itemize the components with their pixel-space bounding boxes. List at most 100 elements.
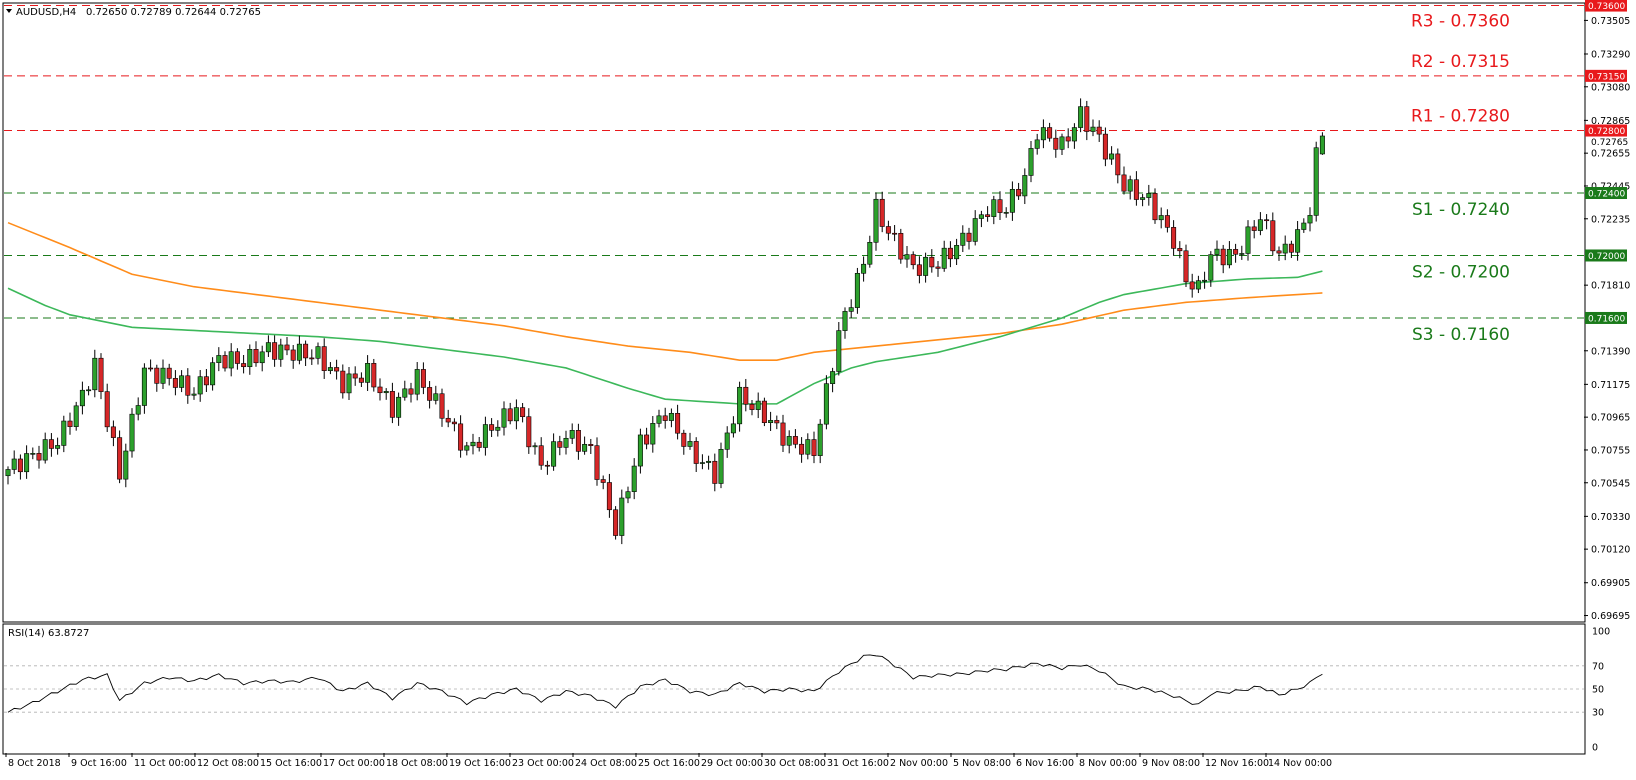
candle-body-83 — [520, 407, 526, 418]
candle-body-24 — [154, 367, 160, 384]
candle-body-26 — [166, 367, 172, 379]
candle-body-66 — [414, 369, 420, 395]
main-panel-frame — [2, 2, 1586, 623]
candle-body-55 — [346, 373, 352, 394]
symbol-label: AUDUSD,H4 — [16, 7, 76, 18]
candle-body-124 — [774, 420, 780, 424]
candle-body-81 — [507, 408, 513, 422]
level-label-4: S2 - 0.7200 — [1412, 262, 1510, 282]
level-lines — [4, 5, 1584, 319]
candle-body-102 — [637, 434, 643, 467]
price-tick-2: 0.73080 — [1591, 82, 1630, 93]
candle-body-65 — [408, 388, 414, 395]
price-tick-11: 0.70755 — [1591, 445, 1630, 456]
level-labels: R3 - 0.7360 R2 - 0.7315 R1 - 0.7280 S1 - 0.… — [1411, 12, 1510, 345]
candle-body-29 — [185, 375, 191, 396]
candle-body-129 — [805, 439, 811, 455]
candle-body-53 — [334, 367, 340, 372]
candle-body-147 — [916, 264, 922, 276]
candle-body-82 — [513, 407, 519, 422]
candle-body-34 — [216, 355, 222, 363]
candle-body-143 — [892, 232, 898, 235]
time-tick-20: 14 Nov 00:00 — [1268, 758, 1332, 769]
price-tag-bg-5 — [1585, 311, 1627, 324]
candle-body-52 — [327, 367, 333, 371]
candle-body-170 — [1059, 136, 1065, 150]
current-price-tag: 0.72765 — [1591, 138, 1628, 148]
candle-body-167 — [1040, 127, 1046, 141]
candle-body-3 — [24, 453, 30, 473]
rsi-tick-0: 100 — [1592, 627, 1610, 638]
candle-body-207 — [1288, 243, 1294, 253]
candle-body-84 — [526, 416, 532, 448]
candle-body-117 — [730, 423, 736, 434]
chart-menu-icon[interactable] — [6, 9, 12, 13]
candle-body-69 — [433, 393, 439, 401]
time-tick-15: 5 Nov 08:00 — [953, 758, 1011, 769]
candle-body-161 — [1003, 212, 1009, 214]
ma-fast-line — [7, 270, 1323, 405]
candle-body-57 — [358, 377, 364, 383]
candle-body-16 — [104, 391, 110, 428]
candle-body-165 — [1028, 148, 1034, 176]
candle-body-112 — [699, 462, 705, 464]
candle-body-73 — [458, 423, 464, 451]
candle-body-146 — [910, 254, 916, 266]
candle-body-63 — [396, 396, 402, 418]
candle-body-195 — [1214, 248, 1220, 255]
candle-body-134 — [836, 330, 842, 372]
price-tick-8: 0.71390 — [1591, 346, 1630, 357]
candle-body-116 — [724, 432, 730, 450]
candle-body-191 — [1189, 281, 1195, 290]
candle-body-1 — [11, 458, 17, 470]
candle-body-105 — [656, 415, 662, 424]
candle-body-169 — [1053, 137, 1059, 150]
candle-body-79 — [495, 426, 501, 431]
candle-body-131 — [817, 423, 823, 456]
candle-body-36 — [228, 351, 234, 369]
candle-body-93 — [582, 444, 588, 452]
candle-body-123 — [768, 420, 774, 423]
level-label-0: R3 - 0.7360 — [1411, 12, 1510, 32]
candle-body-41 — [259, 351, 265, 364]
time-tick-10: 25 Oct 16:00 — [638, 758, 700, 769]
candle-body-149 — [929, 256, 935, 268]
candle-body-130 — [811, 439, 817, 456]
candle-body-94 — [588, 444, 594, 446]
price-tick-0: 0.73505 — [1591, 16, 1630, 27]
candle-body-144 — [898, 233, 904, 260]
candle-body-145 — [904, 254, 910, 260]
candle-body-155 — [966, 232, 972, 242]
candle-body-78 — [489, 424, 495, 431]
candle-body-183 — [1140, 197, 1146, 200]
candle-body-204 — [1270, 220, 1276, 252]
candle-body-101 — [631, 465, 637, 492]
candle-body-4 — [30, 453, 36, 455]
candle-body-35 — [222, 355, 228, 369]
candle-body-71 — [445, 417, 451, 423]
price-axis: 0.73505 0.73290 0.73080 0.72865 0.72655 0.724… — [1584, 16, 1630, 622]
candle-body-209 — [1301, 222, 1307, 230]
candle-body-59 — [371, 363, 377, 388]
candle-body-132 — [823, 383, 829, 425]
candle-body-110 — [687, 441, 693, 447]
price-tick-4: 0.72655 — [1591, 149, 1630, 160]
candle-body-68 — [427, 387, 433, 401]
candle-body-54 — [340, 370, 346, 394]
candle-body-200 — [1245, 226, 1251, 254]
candle-body-180 — [1121, 174, 1127, 192]
candle-body-12 — [79, 389, 85, 407]
candle-body-43 — [272, 342, 278, 360]
candle-body-25 — [160, 367, 166, 384]
candle-body-27 — [172, 378, 178, 388]
candle-body-153 — [954, 245, 960, 260]
candle-body-182 — [1133, 179, 1139, 200]
candle-body-168 — [1047, 127, 1053, 139]
candle-body-128 — [799, 443, 805, 455]
time-tick-0: 8 Oct 2018 — [8, 758, 61, 769]
candle-body-160 — [997, 199, 1003, 213]
time-tick-17: 8 Nov 00:00 — [1079, 758, 1137, 769]
candle-body-118 — [737, 386, 743, 425]
candle-body-148 — [923, 256, 929, 276]
